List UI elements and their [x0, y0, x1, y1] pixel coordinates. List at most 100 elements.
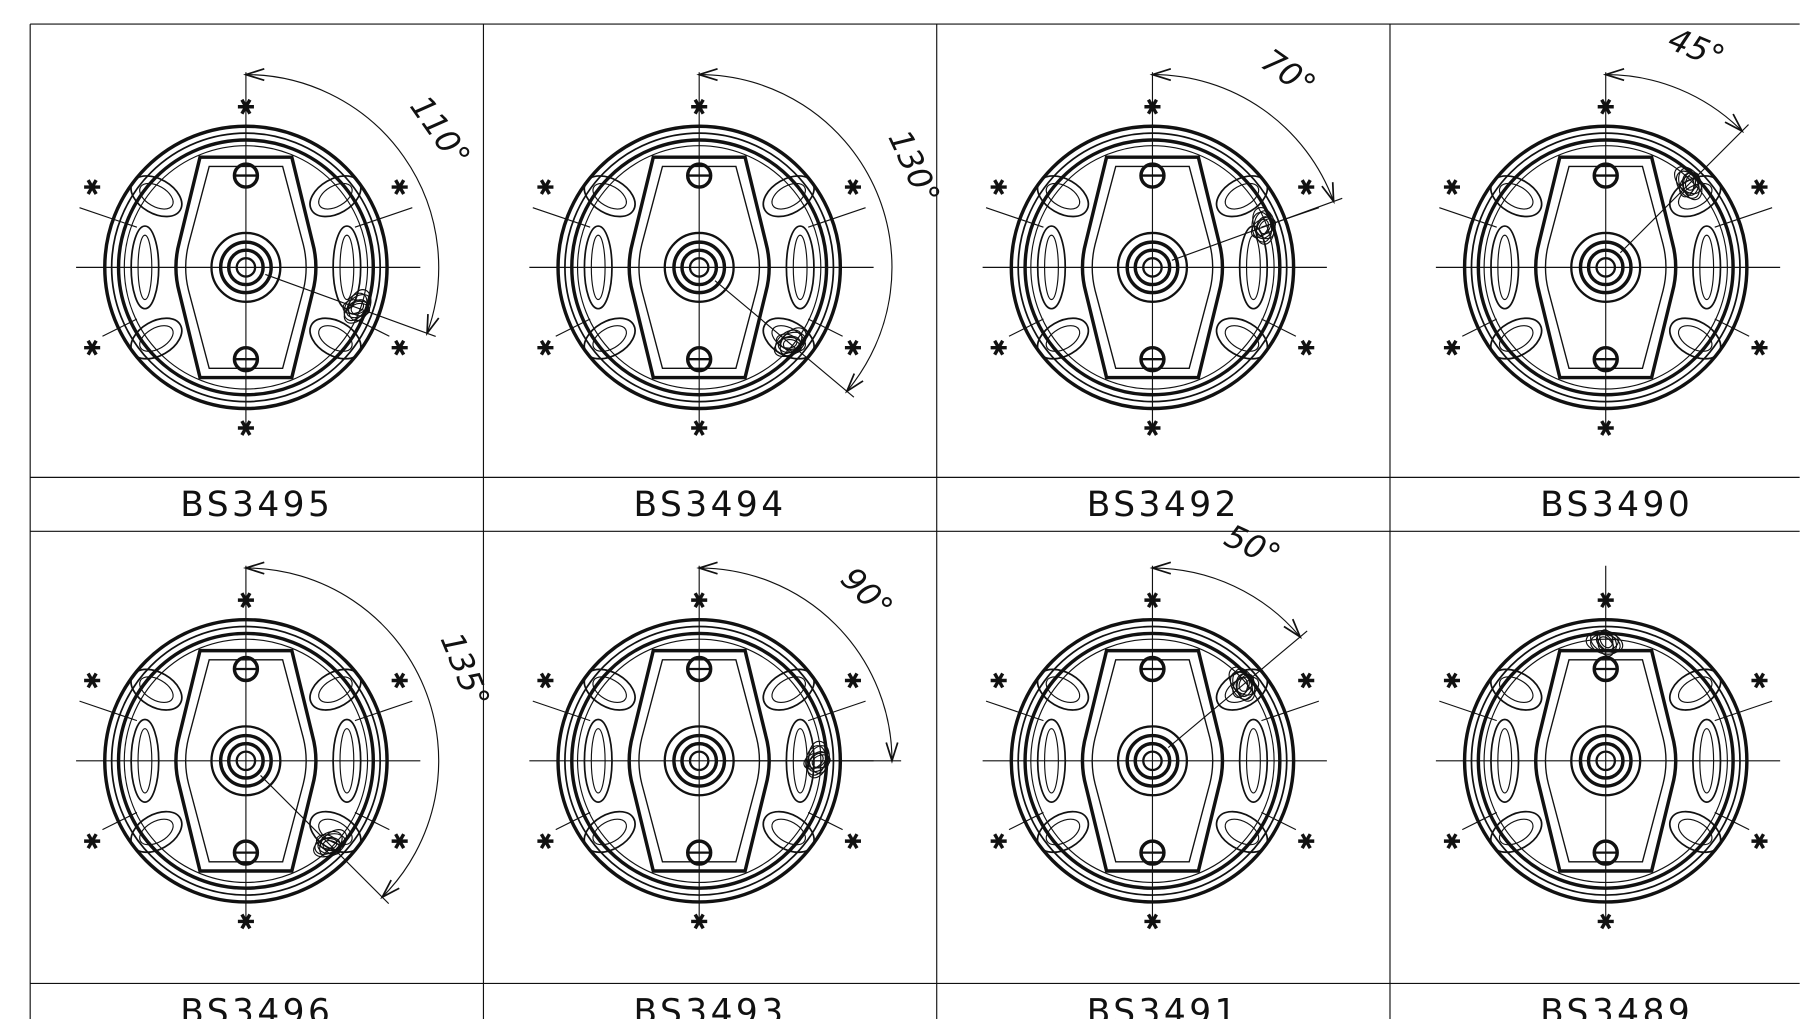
- weld-mark: [346, 294, 371, 315]
- angle-arc: [1152, 74, 1335, 202]
- asterisk-stroke: [1446, 339, 1458, 356]
- pocket: [130, 175, 183, 218]
- rim: [1023, 631, 1282, 890]
- hub: [1125, 733, 1180, 788]
- rim: [1483, 145, 1728, 390]
- leader-line: [354, 207, 413, 228]
- pocket: [139, 325, 174, 352]
- pocket: [1224, 182, 1260, 210]
- weld-mark: [1590, 631, 1614, 653]
- hub: [1116, 725, 1189, 797]
- part-code: BS3495: [180, 485, 333, 525]
- hub: [1578, 240, 1633, 295]
- asterisk-stroke: [86, 339, 98, 356]
- body: [184, 165, 307, 370]
- pocket: [137, 728, 153, 794]
- body: [627, 648, 771, 873]
- rim: [1476, 138, 1735, 397]
- angle-line: [714, 280, 855, 398]
- part-drawing: 45°: [1435, 20, 1781, 436]
- angle-arc: [1152, 567, 1301, 638]
- pocket: [1677, 325, 1713, 352]
- leader-line: [1008, 811, 1044, 831]
- weld-mark: [807, 745, 829, 769]
- pocket: [318, 182, 353, 210]
- pocket: [130, 668, 183, 711]
- rim: [103, 124, 389, 411]
- pocket: [1669, 317, 1722, 360]
- weld-mark: [782, 338, 802, 354]
- angle-label: 110°: [402, 89, 478, 174]
- asterisk-stroke: [1600, 98, 1612, 115]
- rim: [1009, 124, 1296, 411]
- weld-mark: [346, 300, 370, 319]
- pocket: [1669, 175, 1722, 218]
- body: [1091, 659, 1214, 863]
- asterisk-stroke: [693, 98, 705, 115]
- angle-label: 45°: [1663, 20, 1730, 77]
- pocket: [130, 317, 183, 360]
- weld-mark: [350, 302, 371, 317]
- weld-mark: [342, 299, 365, 315]
- hub: [1570, 725, 1642, 797]
- pocket: [762, 810, 815, 854]
- pocket: [1677, 676, 1713, 704]
- pocket: [339, 728, 355, 794]
- weld-mark: [811, 754, 831, 769]
- asterisk-stroke: [993, 833, 1005, 849]
- weld-mark: [315, 834, 338, 850]
- hub: [1586, 248, 1625, 287]
- leader-line: [1439, 207, 1497, 228]
- pocket: [592, 676, 627, 704]
- pocket: [1036, 317, 1090, 360]
- weld-mark: [1236, 673, 1253, 698]
- rim: [576, 145, 822, 390]
- rim: [1483, 638, 1728, 884]
- pocket: [1215, 175, 1269, 218]
- pocket: [130, 810, 183, 854]
- pocket: [1699, 728, 1715, 794]
- body: [174, 155, 318, 380]
- pocket: [1497, 728, 1513, 794]
- asterisk-stroke: [1753, 179, 1766, 195]
- asterisk-stroke: [539, 179, 551, 195]
- hub: [210, 725, 282, 797]
- hub: [1133, 248, 1172, 287]
- leader-line: [807, 318, 843, 337]
- pocket: [1036, 810, 1090, 854]
- asterisk-stroke: [1600, 913, 1612, 930]
- rim: [116, 138, 376, 397]
- angle-label: 135°: [433, 627, 498, 713]
- asterisk-stroke: [394, 672, 406, 689]
- hub: [1595, 750, 1617, 772]
- body: [1534, 648, 1678, 873]
- pocket: [1498, 325, 1534, 352]
- leader-line: [354, 811, 390, 831]
- leader-line: [1261, 811, 1297, 831]
- pocket: [1692, 718, 1722, 803]
- part-drawing: [1435, 565, 1781, 930]
- hub: [672, 240, 727, 295]
- angle-label: 70°: [1254, 41, 1322, 105]
- weld-mark: [1250, 218, 1270, 239]
- rim: [110, 625, 382, 896]
- weld-mark: [1232, 676, 1249, 699]
- pocket: [1045, 182, 1081, 210]
- leader-line: [1261, 700, 1320, 722]
- pocket: [1245, 234, 1261, 301]
- pocket: [1497, 234, 1513, 301]
- asterisk-stroke: [1146, 420, 1158, 436]
- rim: [123, 145, 369, 390]
- leader-line: [1008, 318, 1044, 337]
- leader-line: [807, 811, 843, 831]
- hub: [688, 257, 710, 278]
- pocket: [309, 317, 362, 360]
- pocket: [792, 234, 808, 301]
- arrow-head: [243, 68, 265, 82]
- asterisk-stroke: [1300, 833, 1312, 849]
- angle-arc: [245, 567, 440, 898]
- hub: [235, 750, 257, 772]
- angle-arc: [1605, 74, 1743, 132]
- asterisk-stroke: [539, 339, 551, 356]
